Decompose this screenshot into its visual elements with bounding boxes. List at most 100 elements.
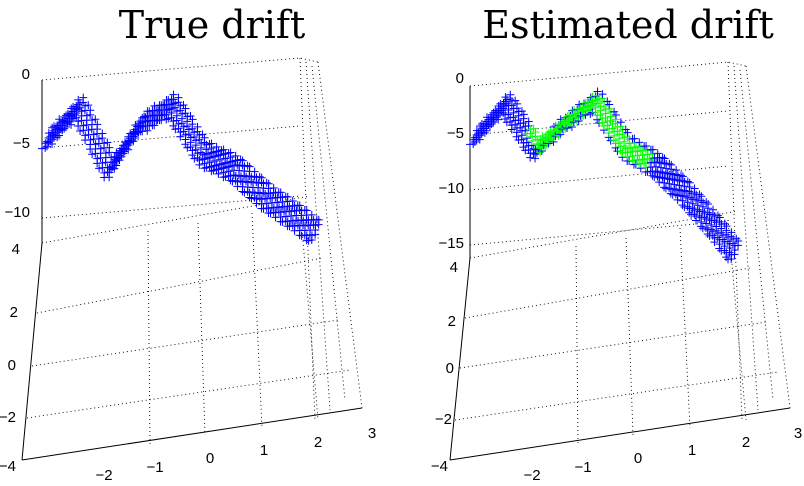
data-point-marker: [257, 173, 266, 182]
z-tick-label: −10: [5, 204, 30, 221]
z-tick-label: −10: [439, 180, 464, 197]
x-tick-label: 3: [368, 425, 376, 442]
data-point-marker: [193, 122, 202, 131]
y-tick-label: −2: [435, 411, 452, 428]
data-point-marker: [186, 133, 195, 142]
data-point-marker: [174, 93, 183, 102]
data-point-marker: [276, 188, 285, 197]
data-point-marker: [72, 104, 81, 113]
data-point-marker: [695, 190, 704, 199]
data-point-marker: [221, 149, 230, 158]
data-point-marker: [164, 95, 173, 104]
true-drift-z-ticks: 0 −5 −10: [5, 66, 30, 221]
data-point-marker: [713, 211, 722, 220]
x-tick-label: 0: [206, 450, 214, 467]
data-point-marker: [164, 114, 173, 123]
x-tick-label: −2: [523, 467, 540, 484]
data-point-marker: [302, 206, 311, 215]
data-point-marker: [145, 107, 154, 116]
estimated-drift-title: Estimated drift: [482, 3, 774, 47]
data-point-marker: [169, 90, 178, 99]
data-point-marker: [50, 133, 59, 142]
data-point-marker: [236, 155, 245, 164]
x-tick-label: 1: [260, 442, 268, 459]
data-point-marker: [202, 140, 211, 149]
data-point-marker: [89, 130, 98, 139]
data-point-marker: [598, 90, 607, 99]
data-point-marker: [93, 154, 102, 163]
true-drift-title: True drift: [119, 3, 306, 47]
data-point-marker: [152, 116, 161, 125]
true-drift-y-ticks: 4 2 0 −2 −4: [0, 241, 20, 475]
data-point-marker: [217, 146, 226, 155]
data-point-marker: [43, 137, 52, 146]
data-point-marker: [667, 160, 676, 169]
data-point-marker: [179, 101, 188, 110]
data-point-marker: [81, 131, 90, 140]
data-point-marker: [157, 111, 166, 120]
data-point-marker: [683, 177, 692, 186]
y-tick-label: −4: [0, 458, 16, 475]
data-point-marker: [212, 142, 221, 151]
data-point-marker: [307, 231, 316, 240]
data-point-marker: [611, 110, 620, 119]
data-point-marker: [519, 110, 528, 119]
data-point-marker: [709, 205, 717, 214]
true-drift-x-ticks: −2 −1 0 1 2 3: [95, 425, 376, 484]
data-point-marker: [621, 125, 630, 134]
data-point-marker: [212, 161, 221, 170]
data-point-marker: [140, 112, 149, 121]
data-point-marker: [217, 159, 226, 168]
data-point-marker: [511, 96, 520, 105]
data-point-marker: [186, 111, 195, 120]
data-point-marker: [181, 104, 190, 113]
data-point-marker: [84, 101, 93, 110]
estimated-drift-z-ticks: 0 −5 −10 −15: [439, 70, 464, 252]
data-point-marker: [616, 118, 625, 127]
data-point-marker: [86, 135, 95, 144]
data-point-marker: [704, 199, 713, 208]
data-point-marker: [200, 133, 209, 142]
data-point-marker: [119, 144, 128, 153]
y-tick-label: 2: [10, 304, 18, 321]
data-point-marker: [678, 172, 687, 181]
data-point-marker: [660, 154, 669, 163]
data-point-marker: [702, 198, 711, 207]
data-point-marker: [159, 101, 168, 110]
x-tick-label: −1: [146, 459, 163, 476]
data-point-marker: [307, 210, 316, 219]
data-point-marker: [183, 143, 192, 152]
data-point-marker: [124, 136, 133, 145]
data-point-marker: [171, 98, 180, 107]
data-point-marker: [223, 158, 232, 167]
data-point-marker: [105, 163, 114, 172]
x-tick-label: 0: [634, 450, 642, 467]
data-point-marker: [269, 183, 278, 192]
data-point-marker: [150, 101, 159, 110]
data-point-marker: [195, 131, 204, 140]
x-tick-label: −1: [574, 459, 591, 476]
data-point-marker: [172, 107, 181, 116]
y-tick-label: 2: [448, 313, 456, 330]
data-point-marker: [198, 130, 207, 139]
data-point-marker: [57, 125, 66, 134]
data-point-marker: [96, 144, 105, 153]
data-point-marker: [38, 144, 46, 153]
data-point-marker: [295, 201, 304, 210]
data-point-marker: [69, 114, 78, 123]
data-point-marker: [153, 106, 162, 115]
data-point-marker: [91, 140, 100, 149]
data-point-marker: [605, 100, 614, 109]
data-point-marker: [79, 121, 88, 130]
data-point-marker: [314, 215, 323, 224]
data-point-marker: [610, 107, 619, 116]
data-point-marker: [98, 159, 107, 168]
data-point-marker: [133, 127, 142, 136]
data-point-marker: [190, 154, 199, 163]
data-point-marker: [167, 104, 176, 113]
data-point-marker: [62, 118, 71, 127]
data-point-marker: [77, 107, 86, 116]
highlight-point-marker: [529, 124, 538, 133]
data-point-marker: [207, 139, 216, 148]
y-tick-label: 4: [450, 259, 458, 276]
